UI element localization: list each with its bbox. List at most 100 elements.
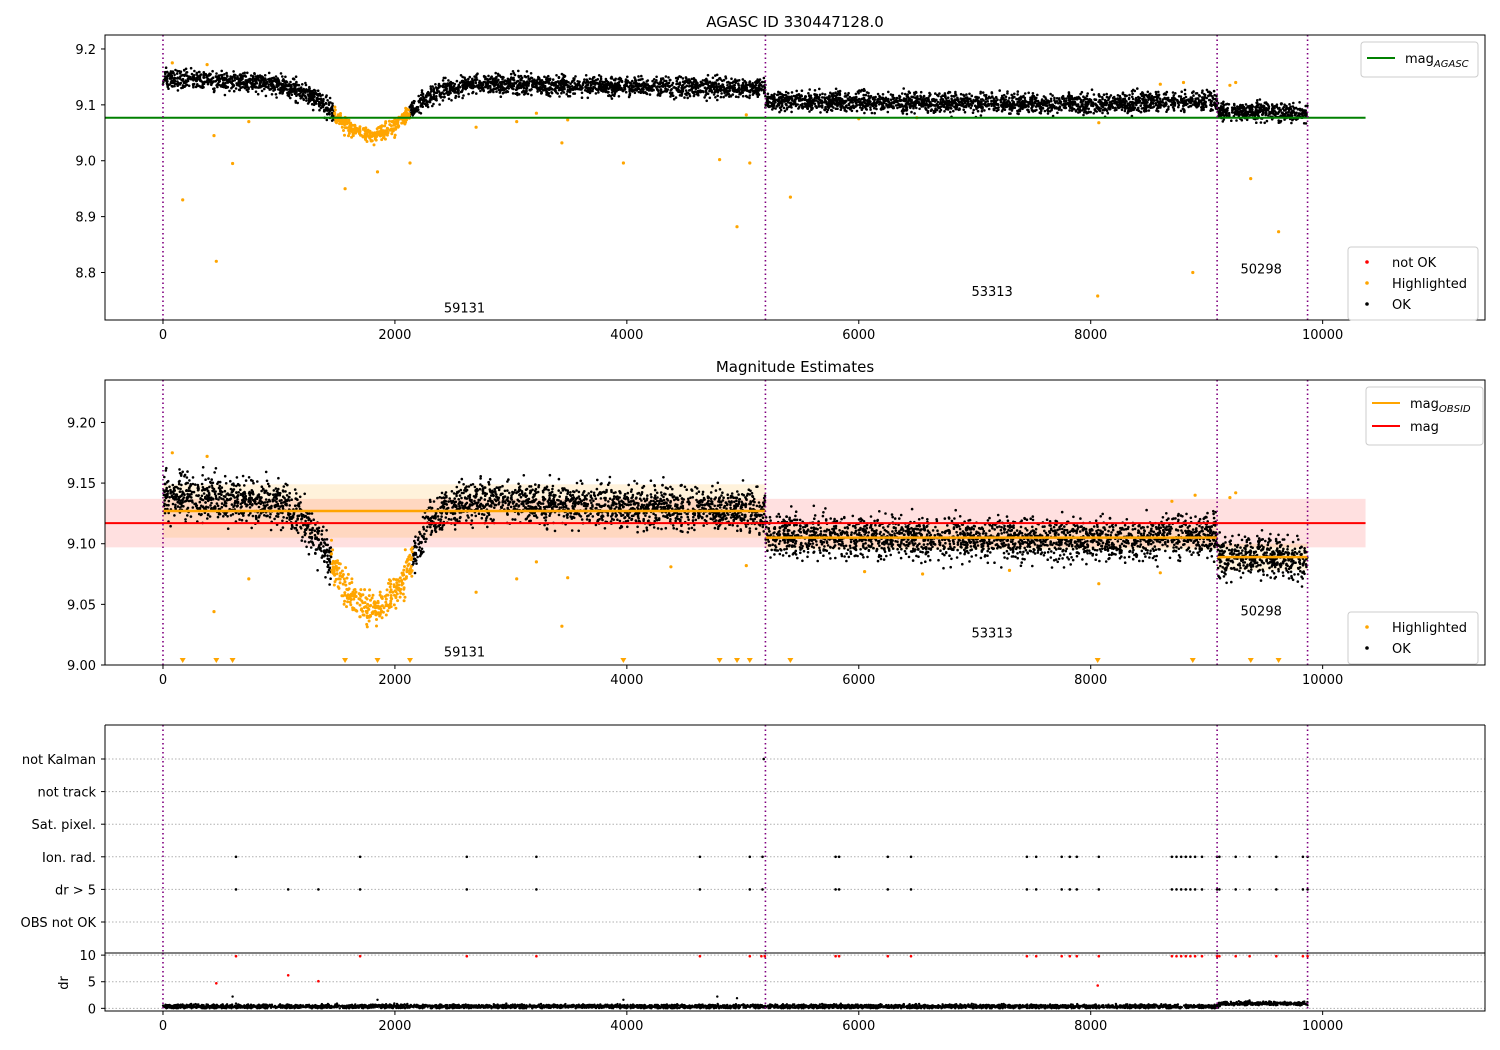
agasc-ok-point [641,90,644,93]
agasc-ok-point [1194,92,1198,95]
agasc-ok-point [275,82,279,86]
agasc-ok-point [478,79,481,83]
agasc-ok-point [499,75,503,79]
agasc-ok-point [698,83,701,87]
agasc-ok-point [274,75,278,78]
agasc-ok-point [219,77,222,81]
agasc-ok-point [776,105,779,108]
agasc-ok-point [1009,112,1012,115]
agasc-ok-point [1086,92,1089,95]
agasc-ok-point [834,87,838,91]
agasc-ok-point [1137,106,1140,110]
agasc-ok-point [491,78,495,81]
agasc-ok-point [1155,98,1159,102]
agasc-ok-point [495,86,499,90]
agasc-ok-point [1109,94,1113,97]
agasc-ok-point [709,85,712,89]
agasc-ok-point [1129,109,1133,112]
agasc-ok-point [792,103,795,106]
agasc-ok-point [668,91,672,95]
agasc-ok-point [714,96,717,99]
agasc-ok-point [1092,93,1096,96]
agasc-ok-point [643,82,647,86]
agasc-ok-point [181,84,185,87]
agasc-ok-point [1054,101,1057,105]
agasc-ok-point [272,85,275,89]
agasc-ok-point [279,86,283,90]
agasc-ok-point [1162,105,1166,108]
agasc-ok-point [1150,94,1154,98]
agasc-ok-point [458,81,462,84]
agasc-ok-point [1172,96,1175,100]
agasc-ok-point [241,77,244,80]
agasc-ok-point [574,75,577,78]
agasc-ok-point [215,72,218,75]
agasc-ok-point [891,101,895,104]
agasc-ok-point [470,86,473,90]
agasc-ok-point [977,96,980,99]
agasc-ok-point [892,106,895,109]
agasc-ok-point [635,89,639,92]
agasc-ok-point [610,91,614,94]
agasc-ok-point [254,90,258,93]
agasc-ok-point [419,112,423,115]
agasc-ok-point [530,88,533,91]
agasc-ok-point [274,93,278,96]
agasc-ok-point [240,86,243,89]
agasc-ok-point [834,91,837,94]
agasc-ok-point [633,81,636,85]
agasc-ok-point [531,84,534,88]
agasc-ok-point [279,72,283,75]
agasc-ok-point [178,83,182,86]
agasc-ok-point [1059,100,1063,104]
agasc-ok-point [785,106,789,110]
agasc-ok-point [783,109,787,113]
agasc-ok-point [1005,103,1009,106]
agasc-ok-point [606,80,610,84]
agasc-ok-point [974,99,978,103]
agasc-ok-point [656,93,660,97]
agasc-ok-point [1120,108,1124,112]
agasc-ok-point [1146,104,1149,108]
agasc-ok-point [976,109,980,113]
agasc-ok-point [296,93,300,96]
agasc-ok-point [237,77,240,81]
agasc-ok-point [818,87,821,91]
agasc-ok-point [869,106,872,109]
agasc-ok-point [488,90,491,93]
agasc-ok-point [1205,88,1209,92]
agasc-ok-point [261,78,265,82]
agasc-ok-point [645,92,649,96]
agasc-ok-point [316,89,320,92]
agasc-ok-point [1007,99,1010,102]
agasc-ok-point [557,76,561,80]
agasc-ok-point [881,96,885,100]
agasc-ok-point [664,84,667,88]
agasc-ok-point [967,103,970,106]
agasc-ok-point [725,94,728,97]
agasc-ok-point [667,76,670,79]
agasc-ok-point [643,85,647,88]
agasc-ok-point [462,83,465,87]
agasc-ok-point [1076,107,1080,111]
agasc-ok-point [1053,104,1056,108]
agasc-ok-point [936,106,940,109]
agasc-ok-point [302,94,306,97]
agasc-ok-point [939,98,942,102]
agasc-ok-point [560,91,563,95]
agasc-ok-point [814,104,817,108]
agasc-ok-point [228,78,231,81]
agasc-ok-point [506,90,510,94]
agasc-ok-point [1148,95,1151,98]
agasc-ok-point [549,87,552,91]
agasc-ok-point [878,103,881,106]
agasc-ok-point [568,90,572,94]
agasc-ok-point [692,80,696,83]
agasc-ok-point [962,99,966,102]
agasc-ok-point [305,88,308,91]
agasc-ok-point [977,104,981,107]
agasc-ok-point [322,110,326,113]
agasc-ok-point [603,80,606,84]
agasc-ok-point [300,95,304,98]
agasc-ok-point [204,73,208,77]
